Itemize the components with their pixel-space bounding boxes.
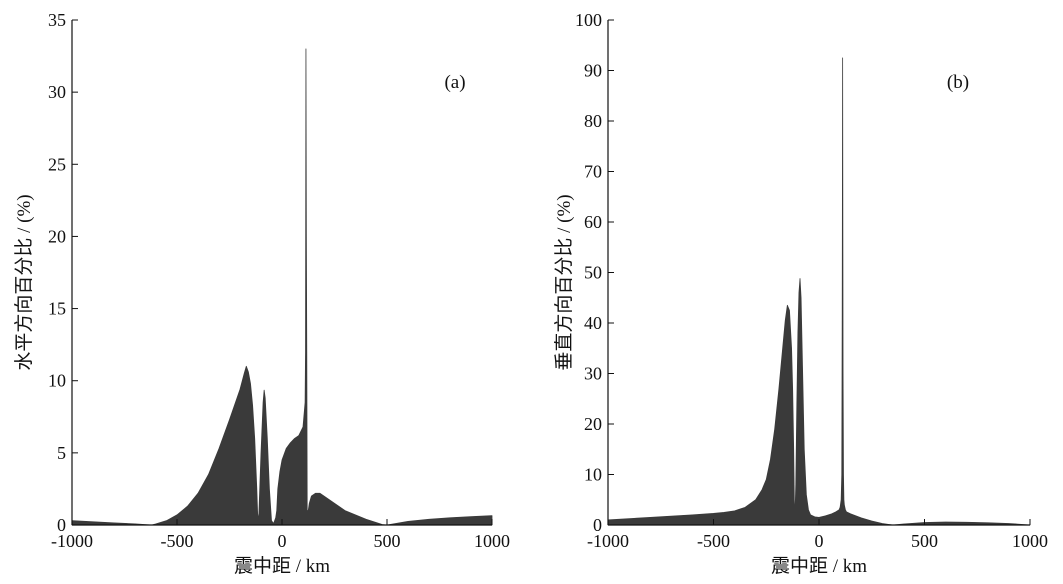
panel-label: (b)	[947, 72, 969, 93]
y-tick-label: 90	[584, 61, 602, 81]
y-tick-label: 0	[593, 515, 602, 535]
y-tick-label: 5	[57, 443, 66, 463]
y-tick-label: 30	[584, 364, 602, 384]
y-tick-label: 0	[57, 515, 66, 535]
x-axis-label: 震中距 / km	[234, 555, 330, 577]
y-tick-label: 15	[48, 299, 66, 319]
data-area-fill	[71, 48, 493, 526]
y-tick-label: 25	[48, 154, 66, 174]
x-tick-label: 1000	[474, 531, 510, 551]
y-tick-label: 70	[584, 162, 602, 182]
y-tick-label: 10	[584, 465, 602, 485]
x-tick-label: 500	[374, 531, 401, 551]
y-tick-label: 35	[48, 10, 66, 30]
x-tick-label: 500	[911, 531, 938, 551]
x-tick-label: 0	[815, 531, 824, 551]
x-tick-label: 0	[278, 531, 287, 551]
x-tick-label: 1000	[1012, 531, 1048, 551]
x-tick-label: -500	[161, 531, 194, 551]
y-tick-label: 60	[584, 212, 602, 232]
x-axis-label: 震中距 / km	[771, 555, 867, 577]
x-tick-label: -500	[697, 531, 730, 551]
x-tick-label: -1000	[587, 531, 629, 551]
y-tick-label: 30	[48, 82, 66, 102]
y-tick-label: 20	[584, 414, 602, 434]
y-tick-label: 80	[584, 111, 602, 131]
panel-label: (a)	[444, 72, 465, 93]
y-axis-label: 垂直方向百分比 / (%)	[553, 194, 575, 370]
y-tick-label: 10	[48, 371, 66, 391]
y-tick-label: 40	[584, 313, 602, 333]
data-area-fill	[607, 57, 1031, 526]
x-tick-label: -1000	[51, 531, 93, 551]
y-tick-label: 20	[48, 226, 66, 246]
panel-b-vertical-percentage-chart: -1000 -500 0 500 1000 0 10 20 30 40 50 60 70 80 90 100 (…	[553, 10, 1048, 577]
y-tick-label: 100	[575, 10, 602, 30]
panel-a-horizontal-percentage-chart: -1000 -500 0 500 1000 0 5 10 15 20 25 30 35 (a) 震中距 / …	[13, 10, 510, 577]
y-axis-label: 水平方向百分比 / (%)	[13, 194, 35, 370]
y-tick-label: 50	[584, 263, 602, 283]
